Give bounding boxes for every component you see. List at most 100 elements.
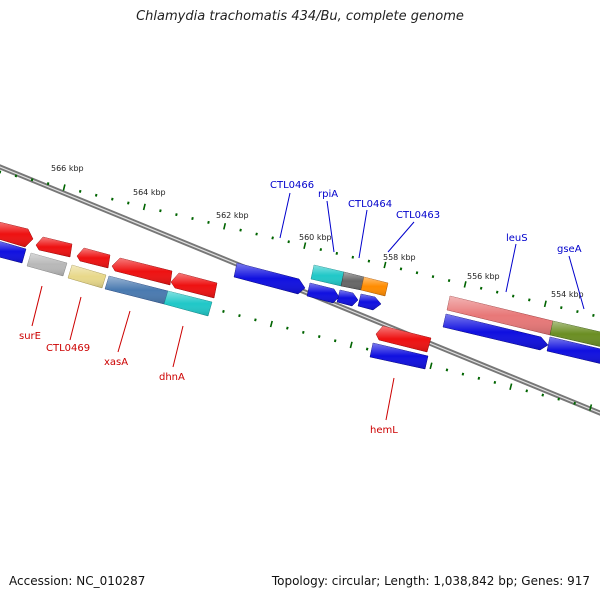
minor-tick: [159, 209, 162, 213]
minor-tick: [365, 347, 369, 351]
minor-tick: [286, 326, 289, 330]
minor-tick: [367, 259, 371, 263]
gene-arrow: [376, 326, 431, 352]
gene-label: surE: [19, 331, 41, 342]
minor-tick: [46, 182, 50, 186]
minor-tick: [94, 193, 98, 197]
features-left-lower: [0, 241, 213, 317]
minor-tick: [255, 232, 258, 236]
minor-tick: [592, 313, 595, 317]
gene-arrow: [36, 237, 72, 257]
major-tick: [269, 320, 273, 328]
minor-tick: [445, 368, 449, 372]
minor-tick: [191, 216, 194, 221]
minor-tick: [560, 306, 563, 310]
minor-tick: [557, 397, 560, 401]
gene-label: CTL0466: [270, 180, 314, 191]
minor-tick: [447, 279, 451, 283]
feature-block: [311, 265, 344, 286]
gene-arrow: [547, 337, 600, 364]
gene-arrow: [337, 290, 358, 306]
gene-arrow: [171, 273, 217, 298]
feature-block: [27, 253, 67, 276]
minor-tick: [399, 267, 403, 271]
minor-tick: [528, 298, 531, 302]
minor-tick: [319, 248, 323, 252]
gene-arrow: [77, 248, 110, 268]
major-tick: [429, 362, 433, 370]
minor-tick: [78, 189, 82, 193]
gene-arrow: [0, 241, 26, 263]
minor-tick: [541, 393, 545, 397]
gene-label: CTL0469: [46, 343, 90, 354]
minor-tick: [335, 251, 339, 255]
feature-block: [341, 272, 364, 290]
minor-tick: [30, 178, 34, 182]
major-tick: [543, 300, 547, 308]
gene-label: gseA: [557, 244, 582, 255]
tick-labels: 566 kbp 564 kbp 562 kbp 560 kbp 558 kbp …: [51, 164, 584, 299]
minor-tick: [495, 290, 499, 294]
minor-tick: [254, 318, 257, 322]
major-tick: [383, 261, 387, 269]
gene-arrow: [0, 222, 33, 247]
gene-arrow: [443, 314, 548, 350]
major-tick: [589, 404, 593, 411]
gene-arrow: [234, 263, 305, 294]
minor-tick: [479, 286, 483, 290]
minor-tick: [111, 197, 114, 201]
feature-block: [370, 343, 428, 369]
minor-tick: [238, 314, 241, 318]
gene-arrow: [358, 294, 381, 310]
minor-tick: [287, 240, 290, 244]
minor-tick: [493, 380, 497, 384]
feature-block: [361, 277, 388, 296]
reverse-strand-features-left: [0, 221, 218, 299]
feature-block: [164, 291, 212, 316]
forward-strand-features-right: [442, 295, 600, 364]
minor-tick: [431, 275, 435, 279]
minor-tick: [239, 228, 242, 232]
tick-label: 566 kbp: [51, 164, 84, 173]
major-tick: [463, 281, 467, 288]
tick-label: 560 kbp: [299, 233, 332, 242]
minor-tick: [302, 330, 305, 334]
minor-tick: [317, 335, 321, 339]
feature-block: [447, 296, 553, 335]
minor-tick: [222, 309, 225, 313]
gene-label: dhnA: [159, 372, 185, 383]
minor-tick: [271, 236, 274, 240]
minor-tick: [175, 213, 178, 217]
gene-arrow: [307, 283, 339, 303]
minor-tick: [511, 294, 515, 298]
minor-tick: [333, 339, 337, 343]
gene-label: rpiA: [318, 189, 338, 200]
feature-block: [550, 321, 600, 347]
minor-tick: [576, 310, 579, 314]
tick-label: 562 kbp: [216, 211, 249, 220]
major-tick: [509, 383, 513, 390]
minor-tick: [415, 271, 419, 275]
gene-label: CTL0463: [396, 210, 440, 221]
major-tick: [223, 223, 227, 230]
minor-tick: [127, 201, 130, 205]
feature-block: [68, 265, 106, 288]
accession-text: Accession: NC_010287: [9, 574, 146, 588]
reverse-gene-labels: surE CTL0469 xasA dhnA hemL: [19, 331, 398, 436]
forward-strand-features-center: [233, 262, 432, 370]
forward-gene-labels: CTL0466 rpiA CTL0464 CTL0463 leuS gseA: [270, 180, 582, 255]
major-tick: [349, 341, 353, 349]
major-tick: [142, 203, 146, 211]
feature-block: [105, 276, 168, 304]
gene-arrow: [112, 258, 172, 285]
minor-tick: [461, 372, 465, 376]
genome-summary-text: Topology: circular; Length: 1,038,842 bp…: [271, 574, 590, 588]
minor-tick: [573, 401, 576, 405]
gene-label: leuS: [506, 233, 528, 244]
tick-label: 554 kbp: [551, 290, 584, 299]
outer-tick-track: [0, 170, 595, 317]
gene-label: CTL0464: [348, 199, 392, 210]
major-tick: [62, 184, 66, 191]
